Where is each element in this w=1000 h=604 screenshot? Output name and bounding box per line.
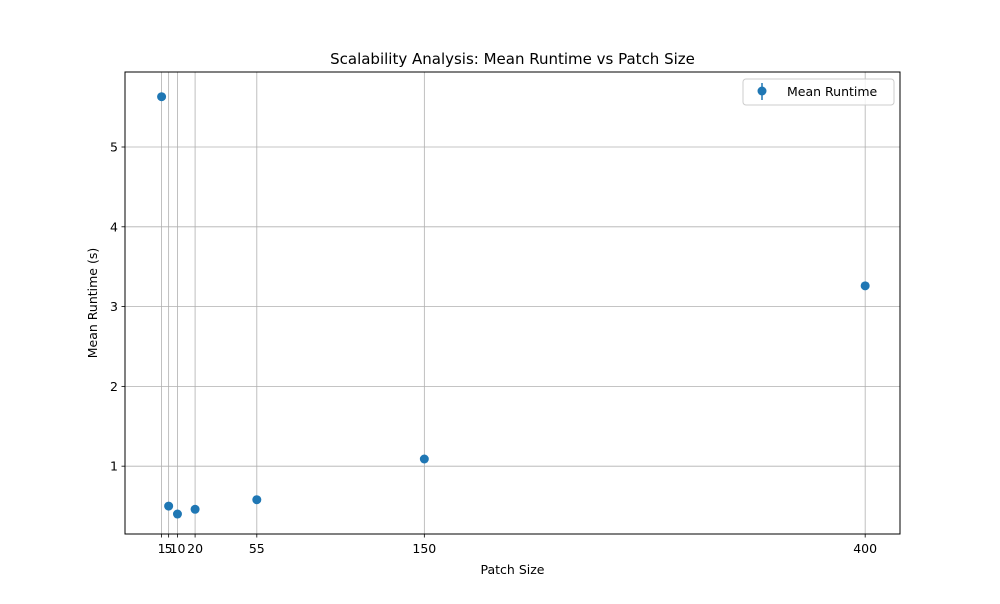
y-tick-label: 2 <box>110 379 118 394</box>
x-tick-label: 20 <box>187 541 203 556</box>
y-axis-label: Mean Runtime (s) <box>85 248 100 358</box>
x-axis-label: Patch Size <box>481 562 545 577</box>
legend-box <box>742 78 895 106</box>
y-tick-label: 3 <box>110 299 118 314</box>
data-point[interactable] <box>190 504 200 514</box>
data-point[interactable] <box>252 495 262 505</box>
y-tick-label: 4 <box>110 219 118 234</box>
legend-marker <box>757 86 767 96</box>
data-point[interactable] <box>172 509 182 519</box>
x-tick-label: 1 <box>158 541 166 556</box>
x-tick-label: 10 <box>170 541 186 556</box>
legend[interactable]: Mean Runtime <box>742 78 895 106</box>
plot-frame <box>124 71 901 535</box>
x-tick-label: 400 <box>853 541 877 556</box>
data-point[interactable] <box>419 454 429 464</box>
point-layer <box>157 92 870 519</box>
y-tick-label: 1 <box>110 459 118 474</box>
legend-entry-label: Mean Runtime <box>787 84 878 99</box>
x-tick-label: 55 <box>249 541 265 556</box>
x-tick-label: 5 <box>165 541 173 556</box>
data-point[interactable] <box>164 501 174 511</box>
y-tick-label: 5 <box>110 140 118 155</box>
data-point[interactable] <box>157 92 167 102</box>
data-point[interactable] <box>860 281 870 291</box>
x-tick-label: 150 <box>412 541 436 556</box>
chart-title: Scalability Analysis: Mean Runtime vs Pa… <box>330 50 695 68</box>
